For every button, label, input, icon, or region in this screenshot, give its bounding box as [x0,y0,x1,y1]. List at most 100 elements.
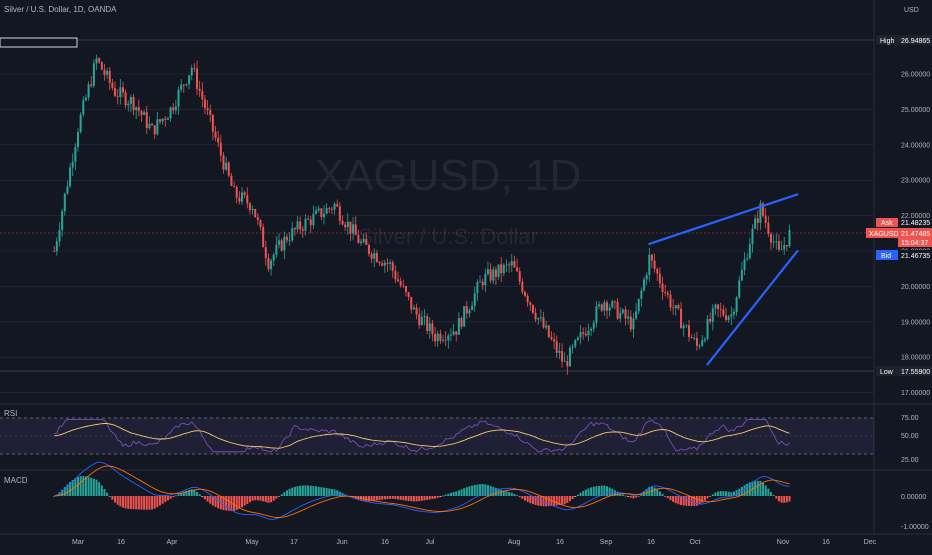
candle-body [338,206,341,221]
candle-body [571,346,574,348]
candle-body [592,322,595,329]
countdown: 15:04:37 [901,240,928,247]
candle-body [640,290,643,299]
macd-histogram-bar [783,496,786,503]
macd-histogram-bar [61,489,64,496]
candle-body [513,261,516,268]
time-label: May [245,539,259,546]
price-tick: 26.00000 [901,72,930,79]
macd-histogram-bar [193,490,196,496]
macd-histogram-bar [444,494,447,496]
candle-body [434,334,437,342]
macd-histogram-bar [777,496,780,502]
macd-histogram-bar [772,495,775,496]
macd-histogram-bar [420,496,423,501]
price-axis[interactable]: 26.00000 25.00000 24.00000 23.00000 22.00000… [901,72,930,398]
candle-body [185,84,188,86]
macd-histogram-bar [629,496,632,498]
candle-body [278,240,281,245]
candle-body [743,259,746,270]
macd-histogram-bar [288,488,291,496]
candle-body [129,97,132,104]
candle-body [354,224,357,236]
candle-body [423,316,426,318]
candle-body [460,318,463,327]
candle-body [349,221,352,234]
candle-body [161,118,164,122]
macd-histogram-bar [484,484,487,496]
candle-body [209,110,212,115]
macd-histogram-bar [235,496,238,511]
last-value: 21.47485 [901,231,930,238]
candle-body [211,114,214,132]
macd-histogram-bar [182,491,185,496]
macd-histogram-bar [582,491,585,496]
macd-histogram-bar [108,496,111,497]
candle-body [174,106,177,111]
low-tag: Low 17.55900 [876,366,932,376]
macd-histogram-bar [624,495,627,497]
macd-histogram-bar [635,496,638,498]
macd-histogram-bar [92,478,95,496]
macd-histogram-bar [53,496,56,497]
candle-body [119,87,122,97]
candle-body [333,203,336,210]
macd-histogram-bar [373,496,376,501]
candle-body [177,89,180,107]
macd-histogram-bar [447,493,450,496]
macd-histogram-bar [494,487,497,496]
macd-histogram-bar [378,496,381,501]
time-axis[interactable]: Mar 16 Apr May 17 Jun 16 Jul Aug 16 Sep 16 Oct Nov 16 D… [72,539,877,546]
candle-body [410,296,413,310]
candle-body [270,260,273,270]
macd-histogram-bar [608,487,611,496]
macd-histogram-bar [397,496,400,500]
macd-histogram-bar [84,476,87,496]
rsi-label[interactable]: RSI [4,409,17,418]
svg-text:Low: Low [880,369,894,376]
macd-histogram-bar [399,496,402,500]
macd-label[interactable]: MACD [4,476,28,485]
symbol-title[interactable]: Silver / U.S. Dollar, 1D, OANDA [4,5,117,14]
candle-body [264,247,267,259]
candle-body [754,218,757,229]
candle-body [516,267,519,272]
candle-body [55,241,58,252]
price-tick: 19.00000 [901,319,930,326]
macd-histogram-bar [780,496,783,503]
macd-histogram-bar [412,496,415,502]
candle-body [103,69,106,75]
macd-histogram-bar [460,489,463,496]
candle-body [510,261,513,266]
macd-histogram-bar [463,488,466,496]
candle-body [188,75,191,85]
macd-histogram-bar [587,488,590,496]
macd-histogram-bar [727,491,730,496]
candle-body [362,238,365,242]
candle-body [780,249,783,251]
candle-body [121,87,124,93]
macd-histogram-bar [177,494,180,496]
candle-body [738,280,741,298]
macd-histogram-bar [703,496,706,501]
bid-value: 21.46735 [901,253,930,260]
candle-body [341,220,344,225]
macd-histogram-bar [674,496,677,504]
trendline-group[interactable] [648,193,799,366]
candle-body [61,211,64,231]
macd-histogram-bar [124,496,127,509]
macd-histogram-bar [558,496,561,506]
candle-body [296,221,299,230]
time-label: 16 [556,539,564,546]
candle-body [769,233,772,243]
candle-body [444,339,447,341]
candle-body [555,341,558,353]
macd-histogram-bar [555,496,558,506]
macd-histogram-bar [428,496,431,500]
candle-body [248,203,251,211]
legend-box[interactable] [0,37,78,48]
macd-histogram-bar [524,496,527,501]
candle-body [394,270,397,280]
